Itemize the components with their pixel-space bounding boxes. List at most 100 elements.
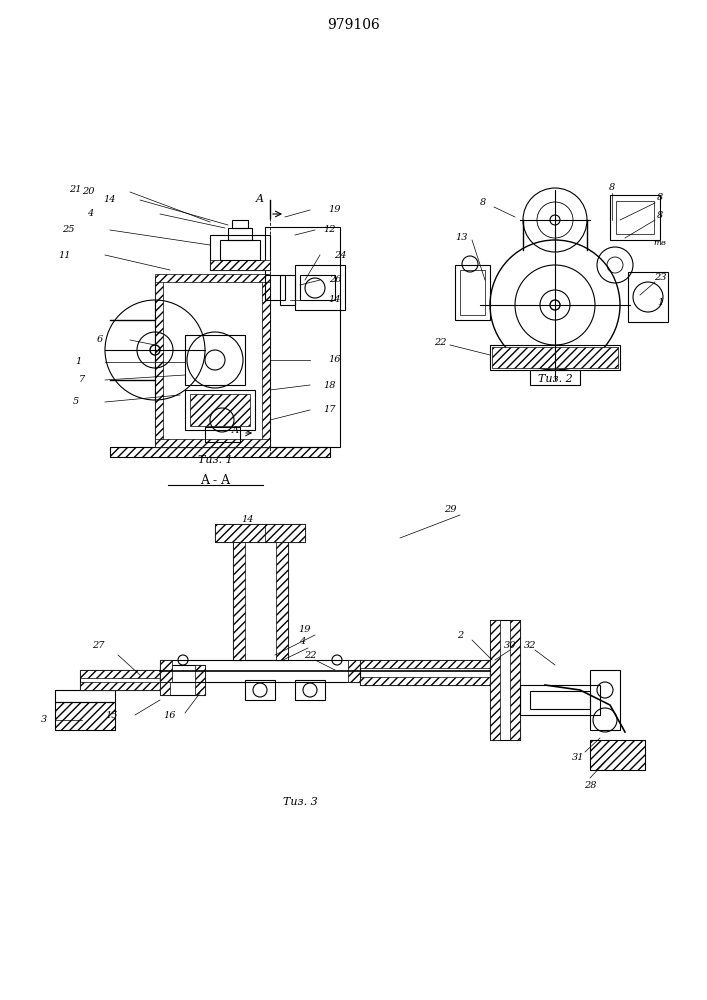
Text: 27: 27 [92, 641, 104, 650]
Bar [616, 201, 654, 234]
Bar [110, 447, 330, 457]
Text: 15: 15 [106, 710, 118, 720]
Bar [80, 670, 160, 678]
Text: 25: 25 [62, 226, 74, 234]
Bar [110, 447, 330, 457]
Bar [80, 682, 160, 690]
Text: 20: 20 [82, 188, 94, 196]
Bar [55, 702, 115, 730]
Bar [245, 680, 275, 700]
Text: 24: 24 [334, 250, 346, 259]
Bar [300, 275, 335, 300]
Text: тв: тв [653, 239, 667, 247]
Text: 14: 14 [104, 196, 116, 205]
Bar [510, 620, 520, 740]
Bar [360, 660, 490, 685]
Bar [215, 524, 305, 542]
Text: 16: 16 [329, 356, 341, 364]
Bar [262, 277, 270, 447]
Bar [155, 277, 270, 447]
Bar [220, 240, 260, 260]
Text: 7: 7 [79, 375, 85, 384]
Text: 8: 8 [480, 198, 486, 207]
Bar [55, 690, 115, 702]
Bar [185, 390, 255, 430]
Bar [590, 670, 620, 730]
Text: 18: 18 [324, 380, 337, 389]
Text: 22: 22 [434, 338, 446, 347]
Bar [155, 277, 163, 447]
Bar [455, 265, 490, 320]
Text: A - A: A - A [200, 474, 230, 487]
Bar [55, 702, 115, 730]
Bar [233, 540, 288, 660]
Bar [490, 345, 620, 370]
Text: 14: 14 [329, 296, 341, 304]
Bar [215, 524, 305, 542]
Bar [155, 274, 270, 282]
Bar [195, 665, 205, 695]
Bar [80, 670, 160, 690]
Bar [265, 227, 340, 447]
Bar [460, 270, 485, 315]
Text: 23: 23 [654, 273, 666, 282]
Bar [530, 691, 590, 709]
Text: 12: 12 [324, 226, 337, 234]
Text: A: A [231, 426, 238, 435]
Text: 4: 4 [87, 210, 93, 219]
Bar [276, 540, 288, 660]
Text: 11: 11 [59, 250, 71, 259]
Bar [360, 660, 490, 668]
Bar [280, 275, 295, 305]
Text: 5: 5 [73, 397, 79, 406]
Bar [490, 620, 500, 740]
Bar [205, 427, 240, 442]
Bar [160, 665, 170, 695]
Text: 30: 30 [504, 641, 516, 650]
Text: Τиз. 1: Τиз. 1 [198, 455, 233, 465]
Bar [210, 260, 270, 270]
Text: 13: 13 [456, 233, 468, 242]
Text: Τиз. 3: Τиз. 3 [283, 797, 317, 807]
Text: 19: 19 [329, 206, 341, 215]
Bar [160, 665, 205, 695]
Text: 3: 3 [41, 716, 47, 724]
Text: 31: 31 [572, 754, 584, 762]
Bar [360, 677, 490, 685]
Bar [155, 439, 270, 447]
Bar [492, 347, 618, 368]
Bar [348, 660, 360, 682]
Bar [530, 370, 580, 385]
Bar [232, 220, 248, 228]
Text: 8: 8 [609, 183, 615, 192]
Text: A: A [256, 194, 264, 204]
Bar [160, 660, 360, 682]
Bar [233, 540, 245, 660]
Text: 6: 6 [97, 336, 103, 344]
Text: 26: 26 [329, 275, 341, 284]
Text: 19: 19 [299, 626, 311, 635]
Bar [295, 680, 325, 700]
Text: Τиз. 2: Τиз. 2 [537, 374, 573, 384]
Bar [185, 335, 245, 385]
Text: 4: 4 [299, 638, 305, 647]
Text: 8: 8 [657, 211, 663, 220]
Bar [590, 740, 645, 770]
Text: 32: 32 [524, 641, 536, 650]
Text: 1: 1 [657, 298, 663, 307]
Text: 979106: 979106 [327, 18, 380, 32]
Text: 21: 21 [69, 186, 81, 194]
Text: 29: 29 [444, 506, 456, 514]
Bar [628, 272, 668, 322]
Text: 14: 14 [242, 516, 255, 524]
Text: 2: 2 [457, 631, 463, 640]
Bar [590, 740, 645, 770]
Bar [265, 275, 285, 300]
Bar [210, 235, 270, 270]
Text: 8: 8 [657, 193, 663, 202]
Text: 28: 28 [584, 780, 596, 790]
Bar [295, 265, 345, 310]
Bar [160, 660, 172, 682]
Text: 22: 22 [304, 650, 316, 660]
Bar [228, 228, 252, 240]
